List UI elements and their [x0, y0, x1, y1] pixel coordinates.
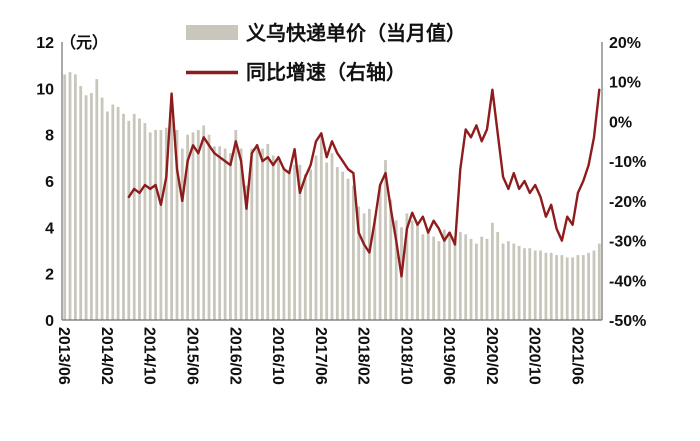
svg-text:2018/10: 2018/10 [397, 327, 414, 385]
svg-text:2018/02: 2018/02 [355, 327, 372, 385]
svg-text:2020/10: 2020/10 [526, 327, 543, 385]
axes [61, 42, 603, 321]
svg-text:-50%: -50% [609, 313, 646, 330]
svg-text:8: 8 [45, 128, 54, 145]
svg-text:6: 6 [45, 174, 54, 191]
svg-text:2021/06: 2021/06 [568, 327, 585, 385]
svg-text:2: 2 [45, 267, 54, 284]
line-legend-label: 同比增速（右轴） [246, 60, 406, 84]
svg-text:4: 4 [45, 220, 54, 237]
svg-text:2016/02: 2016/02 [226, 327, 243, 385]
bar-legend-swatch [186, 25, 238, 40]
svg-text:20%: 20% [609, 35, 641, 52]
price-bars [63, 72, 601, 321]
svg-text:2020/02: 2020/02 [483, 327, 500, 385]
svg-text:2014/02: 2014/02 [98, 327, 115, 385]
svg-text:2017/06: 2017/06 [312, 327, 329, 385]
svg-text:2019/06: 2019/06 [440, 327, 457, 385]
svg-text:-40%: -40% [609, 273, 646, 290]
svg-text:2016/10: 2016/10 [269, 327, 286, 385]
svg-text:2014/10: 2014/10 [141, 327, 158, 385]
svg-text:0%: 0% [609, 114, 632, 131]
svg-text:-20%: -20% [609, 194, 646, 211]
yoy-line [127, 88, 601, 278]
svg-text:0: 0 [45, 313, 54, 330]
svg-text:2013/06: 2013/06 [55, 327, 72, 385]
svg-text:2015/06: 2015/06 [184, 327, 201, 385]
svg-text:-10%: -10% [609, 154, 646, 171]
axis-labels: 12 10 8 6 4 2 0 （元） 20% 10% 0% -10% -20% -30% -40% -50%… [36, 34, 646, 385]
svg-text:12: 12 [36, 35, 54, 52]
svg-text:10: 10 [36, 81, 54, 98]
svg-text:10%: 10% [609, 75, 641, 92]
svg-text:-30%: -30% [609, 234, 646, 251]
bar-legend-label: 义乌快递单价（当月值） [246, 21, 466, 45]
svg-text:（元）: （元） [60, 34, 108, 52]
